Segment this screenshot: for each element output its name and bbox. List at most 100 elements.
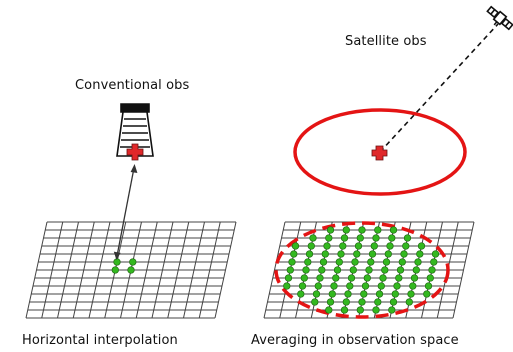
grid-point — [407, 290, 415, 298]
satellite-icon — [486, 5, 513, 31]
grid-point — [377, 282, 385, 290]
averaging-caption: Averaging in observation space — [251, 333, 459, 348]
grid-point — [396, 266, 405, 274]
grid-point — [346, 282, 354, 290]
grid-point — [374, 226, 382, 234]
grid-point — [323, 242, 331, 250]
satellite-line-of-sight — [379, 23, 499, 153]
grid-point — [312, 290, 321, 298]
grid-point — [403, 234, 412, 242]
grid-point — [424, 282, 433, 290]
grid-point — [356, 234, 364, 242]
grid-point — [430, 258, 438, 266]
horizontal-interpolation-caption: Horizontal interpolation — [22, 333, 178, 348]
grid-point — [286, 266, 294, 274]
grid-point — [423, 290, 431, 298]
grid-points-averaged — [283, 226, 440, 314]
grid-point — [307, 242, 315, 250]
grid-point — [398, 258, 406, 266]
grid-point — [129, 258, 137, 266]
grid-point — [361, 282, 370, 290]
grid-point — [347, 274, 356, 282]
grid-point — [372, 234, 380, 242]
grid-point — [316, 274, 324, 282]
grid-point — [386, 242, 394, 250]
grid-point — [379, 274, 387, 282]
grid-point — [417, 242, 426, 250]
grid-point — [349, 266, 357, 274]
grid-point — [319, 258, 328, 266]
grid-point — [400, 250, 408, 258]
grid-point — [426, 274, 434, 282]
grid-point — [297, 290, 305, 298]
grid-point — [113, 258, 121, 266]
grid-point — [321, 250, 329, 258]
grid-point — [342, 298, 350, 306]
grid-point — [311, 298, 319, 306]
grid-point — [305, 250, 314, 258]
grid-point — [368, 250, 377, 258]
satellite-footprint-ellipse — [293, 108, 467, 196]
model-grid-left — [25, 221, 237, 319]
grid-point — [344, 290, 352, 298]
grid-point — [325, 306, 333, 314]
interpolation-arrow — [113, 164, 138, 260]
grid-point — [326, 226, 335, 234]
grid-point — [412, 266, 420, 274]
grid-point — [330, 282, 338, 290]
grid-point — [291, 242, 300, 250]
grid-point — [337, 250, 345, 258]
grid-point — [342, 226, 350, 234]
grid-point — [351, 258, 359, 266]
grid-point — [354, 242, 363, 250]
averaging-area-outline — [274, 221, 450, 319]
grid-point — [388, 306, 396, 314]
grid-point — [332, 274, 340, 282]
grid-point — [384, 250, 392, 258]
grid-point — [353, 250, 361, 258]
grid-point — [381, 266, 389, 274]
grid-point — [372, 306, 380, 314]
grid-point — [111, 266, 119, 274]
grid-point — [370, 242, 378, 250]
grid-point — [335, 258, 343, 266]
grid-point — [391, 290, 399, 298]
grid-point — [374, 298, 382, 306]
grid-point — [416, 250, 424, 258]
grid-point — [395, 274, 403, 282]
grid-point — [358, 298, 366, 306]
grid-point — [339, 242, 347, 250]
grid-point — [358, 226, 366, 234]
grid-point — [298, 282, 307, 290]
grid-point — [414, 258, 422, 266]
satellite-observation-cross-icon — [371, 145, 388, 161]
grid-point — [389, 226, 398, 234]
grid-point — [388, 234, 396, 242]
grid-point — [367, 258, 375, 266]
weather-station-icon — [116, 103, 154, 157]
grid-point — [325, 234, 333, 242]
grid-point — [314, 282, 322, 290]
grid-point — [304, 258, 312, 266]
grid-point — [284, 274, 293, 282]
grid-point — [288, 258, 296, 266]
grid-point — [340, 306, 349, 314]
observation-cross-icon — [126, 143, 144, 161]
grid-point — [405, 298, 413, 306]
grid-point — [283, 282, 291, 290]
grid-points-interpolated — [111, 258, 137, 274]
satellite-obs-label: Satellite obs — [345, 34, 427, 49]
grid-point — [393, 282, 401, 290]
grid-point — [309, 234, 317, 242]
grid-point — [326, 298, 335, 306]
grid-point — [389, 298, 398, 306]
grid-point — [431, 250, 440, 258]
grid-point — [328, 290, 336, 298]
grid-point — [290, 250, 298, 258]
grid-point — [300, 274, 308, 282]
grid-point — [333, 266, 342, 274]
grid-point — [410, 274, 419, 282]
grid-point — [340, 234, 349, 242]
grid-point — [363, 274, 371, 282]
